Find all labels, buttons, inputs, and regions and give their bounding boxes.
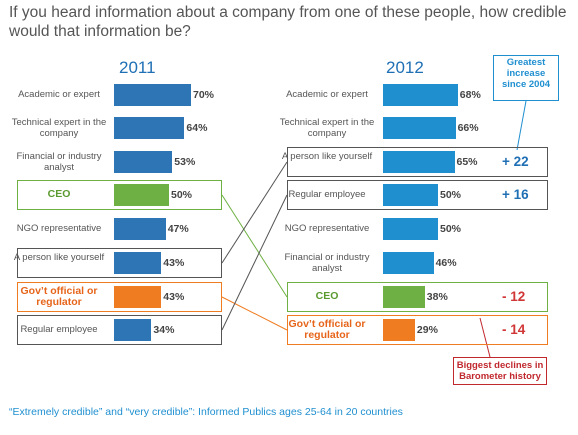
footnote: “Extremely credible” and “very credible”… [9,406,403,418]
highlight-box [17,180,222,210]
value-label: 50% [440,223,462,235]
bar [383,218,438,240]
highlight-box [287,180,548,210]
connector-line [221,296,288,331]
category-label: Gov’t official or regulator [288,318,366,341]
value-label: 53% [174,156,196,168]
bar [114,218,166,240]
year-2011-heading: 2011 [119,58,156,77]
category-label: NGO representative [284,223,370,234]
value-label: 38% [426,291,448,303]
bar [114,117,185,139]
value-label: 34% [153,324,175,336]
category-label: A person like yourself [281,151,373,162]
category-label: Academic or expert [18,89,100,100]
bar [114,151,173,173]
highlight-box [17,282,222,312]
callout-pointer [479,317,491,358]
highlight-box [287,315,548,345]
value-label: 43% [163,257,185,269]
bar [383,151,455,173]
category-label: Regular employee [288,189,366,200]
connector-line [221,161,288,264]
category-label: Technical expert in the company [279,117,375,139]
bar [383,117,456,139]
category-label: CEO [47,188,71,200]
value-label: 43% [163,291,185,303]
highlight-box [17,248,222,278]
connector-line [221,194,288,298]
bar [383,184,438,206]
bar [114,286,162,308]
bar [383,286,425,308]
category-label: A person like yourself [13,252,105,263]
category-label: Financial or industry analyst [284,252,370,274]
page-title: If you heard information about a company… [9,4,567,40]
value-label: 46% [435,257,457,269]
highlight-box [287,147,548,177]
value-label: 64% [186,122,208,134]
change-label: + 16 [502,187,529,202]
change-label: - 14 [502,322,526,337]
highlight-box [287,282,548,312]
category-label: Technical expert in the company [11,117,107,139]
value-label: 50% [440,189,462,201]
value-label: 47% [167,223,189,235]
value-label: 29% [416,324,438,336]
highlight-box [17,315,222,345]
greatest-increase-callout: Greatest increase since 2004 [493,55,559,101]
year-2012-heading: 2012 [386,58,424,77]
value-label: 66% [457,122,479,134]
change-label: + 22 [502,154,529,169]
bar [114,184,169,206]
category-label: NGO representative [16,223,102,234]
category-label: Academic or expert [286,89,368,100]
value-label: 65% [456,156,478,168]
callout-pointer [516,100,527,151]
bar [383,252,434,274]
value-label: 50% [171,189,193,201]
category-label: Regular employee [20,324,98,335]
bar [383,84,458,106]
biggest-declines-callout: Biggest declines in Barometer history [453,357,547,385]
category-label: Financial or industry analyst [16,151,102,173]
value-label: 70% [193,89,215,101]
bar [114,84,191,106]
connector-line [221,194,288,331]
category-label: Gov’t official or regulator [20,285,98,308]
category-label: CEO [315,290,339,302]
bar [114,319,152,341]
change-label: - 12 [502,289,526,304]
bar [383,319,415,341]
bar [114,252,162,274]
value-label: 68% [459,89,481,101]
